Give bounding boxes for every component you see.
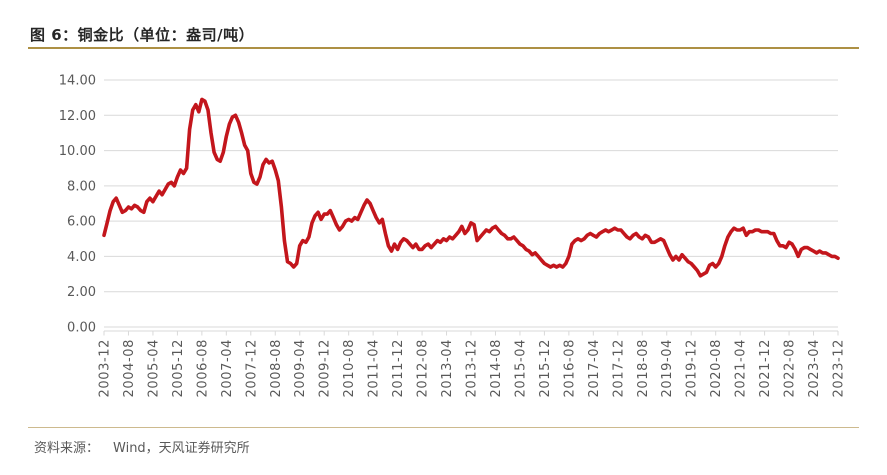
y-tick-label: 2.00 (67, 285, 96, 300)
x-tick-label: 2013-04 (440, 339, 455, 398)
x-tick-label: 2011-12 (391, 339, 406, 398)
x-tick-label: 2011-04 (367, 339, 382, 398)
gridlines (104, 79, 838, 328)
y-tick-label: 0.00 (67, 321, 96, 336)
x-tick-label: 2007-04 (220, 339, 235, 398)
chart-title: 图 6：铜金比（单位：盎司/吨） (30, 26, 255, 44)
x-tick-label: 2003-12 (98, 339, 113, 398)
x-tick-label: 2019-04 (660, 339, 675, 398)
y-tick-label: 12.00 (59, 109, 96, 124)
x-tick-label: 2020-08 (709, 339, 724, 398)
x-tick-label: 2021-04 (734, 339, 749, 398)
x-tick-label: 2021-12 (758, 339, 773, 398)
source-text: Wind，天风证券研究所 (113, 441, 250, 456)
copper-gold-ratio-chart: 0.00 2.00 4.00 6.00 8.00 10.00 12.00 14.00 2003-… (59, 74, 847, 398)
x-axis-labels: 2003-12 2004-08 2005-04 2005-12 2006-08 2007-… (98, 330, 847, 398)
x-tick-label: 2019-12 (685, 339, 700, 398)
footer-divider (28, 427, 859, 428)
x-tick-label: 2023-12 (832, 339, 847, 398)
x-tick-label: 2014-08 (489, 339, 504, 398)
source-label: 资料来源： (34, 441, 100, 456)
x-tick-label: 2017-12 (611, 339, 626, 398)
x-tick-label: 2022-08 (783, 339, 798, 398)
source-note: 资料来源： Wind，天风证券研究所 (34, 437, 250, 456)
y-tick-label: 6.00 (67, 215, 96, 230)
x-tick-label: 2010-08 (342, 339, 357, 398)
y-tick-label: 4.00 (67, 250, 96, 265)
x-tick-label: 2013-12 (465, 339, 480, 398)
x-tick-label: 2012-08 (416, 339, 431, 398)
ratio-line (102, 97, 840, 278)
y-tick-label: 14.00 (59, 74, 96, 89)
series-copper-gold-ratio (102, 97, 840, 278)
x-tick-label: 2023-04 (807, 339, 822, 398)
x-tick-label: 2015-04 (513, 339, 528, 398)
x-tick-label: 2005-12 (171, 339, 186, 398)
x-tick-label: 2006-08 (195, 339, 210, 398)
x-tick-label: 2009-04 (293, 339, 308, 398)
x-tick-label: 2007-12 (244, 339, 259, 398)
x-tick-label: 2009-12 (318, 339, 333, 398)
y-axis-labels: 0.00 2.00 4.00 6.00 8.00 10.00 12.00 14.00 (59, 74, 96, 336)
x-tick-label: 2008-08 (269, 339, 284, 398)
y-tick-label: 8.00 (67, 179, 96, 194)
x-tick-label: 2016-08 (562, 339, 577, 398)
y-tick-label: 10.00 (59, 144, 96, 159)
title-divider (28, 47, 859, 49)
x-tick-label: 2017-04 (587, 339, 602, 398)
x-tick-label: 2018-08 (636, 339, 651, 398)
x-tick-label: 2015-12 (538, 339, 553, 398)
x-tick-label: 2004-08 (122, 339, 137, 398)
x-tick-label: 2005-04 (146, 339, 161, 398)
